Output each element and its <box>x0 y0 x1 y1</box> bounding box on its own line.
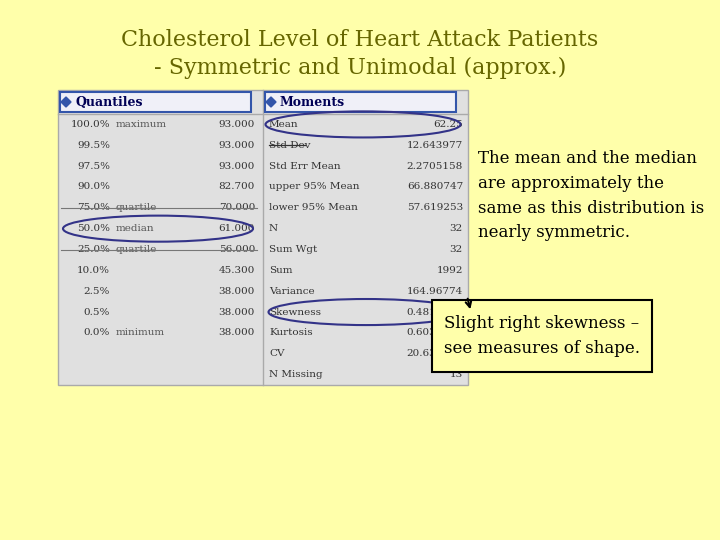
Text: 25.0%: 25.0% <box>77 245 110 254</box>
Text: Quantiles: Quantiles <box>75 96 143 109</box>
Text: quartile: quartile <box>116 245 158 254</box>
FancyBboxPatch shape <box>432 300 652 372</box>
Text: 62.25: 62.25 <box>433 120 463 129</box>
Text: 38.000: 38.000 <box>219 308 255 316</box>
Text: Skewness: Skewness <box>269 308 321 316</box>
Text: 57.619253: 57.619253 <box>407 203 463 212</box>
Text: Std Err Mean: Std Err Mean <box>269 161 341 171</box>
Text: upper 95% Mean: upper 95% Mean <box>269 183 359 192</box>
Text: - Symmetric and Unimodal (approx.): - Symmetric and Unimodal (approx.) <box>154 57 566 79</box>
Text: 70.000: 70.000 <box>219 203 255 212</box>
Text: 32: 32 <box>450 245 463 254</box>
Text: 100.0%: 100.0% <box>71 120 110 129</box>
Text: Sum: Sum <box>269 266 292 275</box>
Text: 0.6034505: 0.6034505 <box>407 328 463 338</box>
Text: 66.880747: 66.880747 <box>407 183 463 192</box>
Text: 2.5%: 2.5% <box>84 287 110 296</box>
FancyBboxPatch shape <box>60 92 251 112</box>
Text: 61.000: 61.000 <box>219 224 255 233</box>
Text: Cholesterol Level of Heart Attack Patients: Cholesterol Level of Heart Attack Patien… <box>122 29 598 51</box>
Bar <box>58 90 468 385</box>
Text: 45.300: 45.300 <box>219 266 255 275</box>
Text: Moments: Moments <box>280 96 345 109</box>
FancyBboxPatch shape <box>265 92 456 112</box>
Text: 1992: 1992 <box>436 266 463 275</box>
Text: lower 95% Mean: lower 95% Mean <box>269 203 358 212</box>
Text: 13: 13 <box>450 370 463 379</box>
Text: minimum: minimum <box>116 328 165 338</box>
Text: 10.0%: 10.0% <box>77 266 110 275</box>
Text: N: N <box>269 224 278 233</box>
Text: 50.0%: 50.0% <box>77 224 110 233</box>
Polygon shape <box>61 97 71 107</box>
Text: 2.2705158: 2.2705158 <box>407 161 463 171</box>
Text: Std Dev: Std Dev <box>269 141 310 150</box>
Text: 75.0%: 75.0% <box>77 203 110 212</box>
Text: 82.700: 82.700 <box>219 183 255 192</box>
Text: 32: 32 <box>450 224 463 233</box>
Text: median: median <box>116 224 155 233</box>
Text: N Missing: N Missing <box>269 370 323 379</box>
Text: 164.96774: 164.96774 <box>407 287 463 296</box>
Text: The mean and the median
are approximately the
same as this distribution is
nearl: The mean and the median are approximatel… <box>478 150 704 241</box>
Text: Variance: Variance <box>269 287 315 296</box>
Text: 0.5%: 0.5% <box>84 308 110 316</box>
Text: 93.000: 93.000 <box>219 120 255 129</box>
Text: Kurtosis: Kurtosis <box>269 328 312 338</box>
Text: CV: CV <box>269 349 284 358</box>
Text: 93.000: 93.000 <box>219 141 255 150</box>
Polygon shape <box>266 97 276 107</box>
Text: Mean: Mean <box>269 120 299 129</box>
Text: 99.5%: 99.5% <box>77 141 110 150</box>
Text: 97.5%: 97.5% <box>77 161 110 171</box>
Text: maximum: maximum <box>116 120 167 129</box>
Text: 38.000: 38.000 <box>219 328 255 338</box>
Text: 38.000: 38.000 <box>219 287 255 296</box>
Text: 12.643977: 12.643977 <box>407 141 463 150</box>
Text: Slight right skewness –
see measures of shape.: Slight right skewness – see measures of … <box>444 315 640 357</box>
Text: quartile: quartile <box>116 203 158 212</box>
Text: 90.0%: 90.0% <box>77 183 110 192</box>
Text: 93.000: 93.000 <box>219 161 255 171</box>
Text: 20.632895: 20.632895 <box>407 349 463 358</box>
Text: Sum Wgt: Sum Wgt <box>269 245 318 254</box>
Text: 0.4811393: 0.4811393 <box>407 308 463 316</box>
Text: 0.0%: 0.0% <box>84 328 110 338</box>
Text: 56.000: 56.000 <box>219 245 255 254</box>
